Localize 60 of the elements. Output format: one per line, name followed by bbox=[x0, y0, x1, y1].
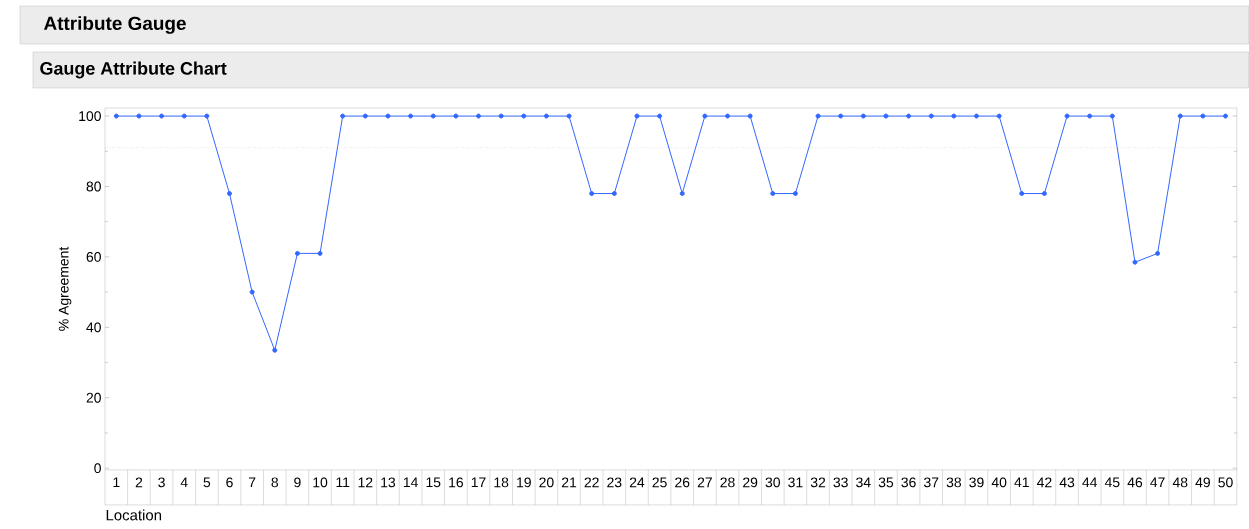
x-tick-label: 41 bbox=[1014, 477, 1029, 488]
x-tick-label: 5 bbox=[203, 477, 211, 488]
x-tick-label: 18 bbox=[494, 477, 509, 488]
x-tick-label: 37 bbox=[924, 477, 939, 488]
x-tick-label: 15 bbox=[426, 477, 441, 488]
x-tick-label: 50 bbox=[1218, 477, 1233, 488]
x-tick-label: 19 bbox=[517, 477, 531, 488]
x-tick-label: 34 bbox=[856, 477, 871, 488]
x-tick-label: 28 bbox=[720, 477, 735, 488]
x-tick-label: 38 bbox=[946, 477, 962, 488]
x-tick-label: 45 bbox=[1104, 477, 1120, 488]
x-tick-label: 10 bbox=[313, 477, 328, 488]
x-tick-label: 11 bbox=[336, 477, 350, 488]
x-tick-label: 23 bbox=[607, 477, 622, 488]
x-tick-label: 12 bbox=[358, 477, 373, 488]
x-tick-label: 7 bbox=[248, 477, 256, 488]
x-tick-label: 9 bbox=[294, 477, 301, 488]
x-tick-label: 27 bbox=[697, 477, 712, 488]
x-tick-label: 44 bbox=[1082, 477, 1098, 488]
x-tick-label: 48 bbox=[1172, 477, 1188, 488]
x-tick-label: 33 bbox=[833, 477, 848, 488]
y-tick-label: 100 bbox=[79, 111, 101, 122]
x-tick-label: 42 bbox=[1036, 477, 1052, 488]
x-tick-label: 25 bbox=[652, 477, 667, 488]
x-tick-label: 40 bbox=[991, 477, 1007, 488]
x-tick-label: 2 bbox=[135, 477, 143, 488]
x-tick-label: 13 bbox=[381, 477, 396, 488]
x-tick-label: 6 bbox=[226, 477, 233, 488]
x-tick-label: 30 bbox=[765, 477, 780, 488]
chart-title: Attribute Gauge bbox=[43, 16, 186, 34]
x-tick-label: 49 bbox=[1195, 477, 1210, 488]
x-tick-label: 35 bbox=[878, 477, 894, 488]
x-axis-title: Location bbox=[106, 509, 162, 521]
x-tick-label: 21 bbox=[561, 477, 577, 488]
x-tick-label: 36 bbox=[901, 477, 916, 488]
x-tick-label: 29 bbox=[743, 477, 758, 488]
x-tick-label: 46 bbox=[1127, 477, 1143, 488]
x-tick-label: 32 bbox=[810, 477, 826, 488]
x-tick-label: 17 bbox=[471, 477, 486, 488]
x-tick-label: 47 bbox=[1150, 477, 1165, 488]
x-tick-label: 39 bbox=[969, 477, 984, 488]
y-tick-label: 40 bbox=[86, 322, 101, 333]
x-tick-label: 16 bbox=[449, 477, 463, 488]
y-tick-label: 60 bbox=[86, 252, 101, 262]
x-tick-label: 22 bbox=[584, 477, 599, 488]
x-tick-label: 24 bbox=[629, 477, 645, 488]
x-tick-label: 43 bbox=[1059, 477, 1075, 488]
chart-subtitle: Gauge Attribute Chart bbox=[40, 61, 227, 79]
x-tick-label: 3 bbox=[158, 477, 165, 488]
y-tick-label: 80 bbox=[86, 181, 101, 192]
y-axis-title: % Agreement bbox=[58, 246, 72, 331]
x-tick-label: 8 bbox=[271, 477, 279, 488]
y-tick-label: 0 bbox=[94, 463, 101, 474]
x-tick-label: 14 bbox=[403, 477, 418, 488]
x-tick-label: 4 bbox=[180, 477, 188, 488]
x-tick-label: 1 bbox=[113, 477, 120, 488]
x-tick-label: 20 bbox=[539, 477, 554, 488]
x-tick-label: 26 bbox=[675, 477, 690, 488]
y-tick-label: 20 bbox=[86, 392, 101, 403]
x-tick-label: 31 bbox=[788, 477, 803, 488]
